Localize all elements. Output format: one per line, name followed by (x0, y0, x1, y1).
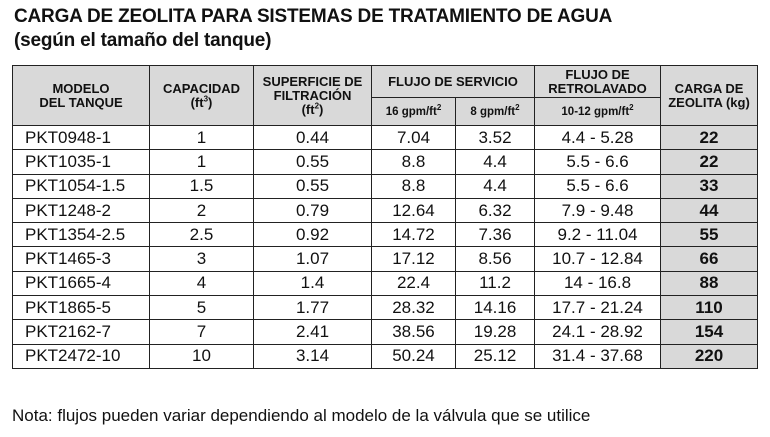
cell-carga: 55 (660, 222, 759, 248)
header-modelo: MODELO DEL TANQUE (12, 65, 150, 126)
cell-retrolavado: 5.5 - 6.6 (534, 173, 662, 199)
table-row: PKT1035-1 1 0.55 8.8 4.4 5.5 - 6.6 22 (12, 149, 759, 175)
cell-superficie: 1.07 (253, 246, 372, 272)
cell-capacidad: 10 (149, 343, 254, 369)
footnote: Nota: flujos pueden variar dependiendo a… (12, 406, 591, 425)
cell-retrolavado: 5.5 - 6.6 (534, 149, 662, 175)
cell-carga: 66 (660, 246, 759, 272)
cell-servicio-16: 7.04 (371, 124, 456, 151)
cell-capacidad: 1 (149, 149, 254, 175)
cell-servicio-8: 7.36 (454, 222, 536, 248)
cell-servicio-16: 38.56 (371, 319, 456, 345)
cell-carga: 22 (660, 124, 759, 151)
cell-modelo: PKT1354-2.5 (12, 222, 150, 248)
cell-modelo: PKT0948-1 (12, 124, 150, 151)
cell-servicio-8: 14.16 (454, 295, 536, 321)
header-servicio-8: 8 gpm/ft2 (454, 97, 536, 126)
cell-retrolavado: 10.7 - 12.84 (534, 246, 662, 272)
cell-servicio-16: 28.32 (371, 295, 456, 321)
table-row: PKT0948-1 1 0.44 7.04 3.52 4.4 - 5.28 22 (12, 124, 759, 151)
cell-servicio-8: 25.12 (454, 343, 536, 369)
cell-servicio-16: 50.24 (371, 343, 456, 369)
cell-servicio-16: 12.64 (371, 197, 456, 224)
cell-servicio-16: 8.8 (371, 173, 456, 199)
cell-carga: 44 (660, 197, 759, 224)
cell-carga: 22 (660, 149, 759, 175)
cell-superficie: 0.55 (253, 149, 372, 175)
cell-carga: 33 (660, 173, 759, 199)
cell-capacidad: 2.5 (149, 222, 254, 248)
cell-capacidad: 1.5 (149, 173, 254, 199)
cell-carga: 110 (660, 295, 759, 321)
table-row: PKT1865-5 5 1.77 28.32 14.16 17.7 - 21.2… (12, 295, 759, 321)
cell-servicio-8: 3.52 (454, 124, 536, 151)
cell-servicio-8: 19.28 (454, 319, 536, 345)
header-superficie: SUPERFICIE DE FILTRACIÓN (ft2) (253, 65, 372, 126)
cell-carga: 88 (660, 270, 759, 297)
cell-retrolavado: 7.9 - 9.48 (534, 197, 662, 224)
cell-modelo: PKT1054-1.5 (12, 173, 150, 199)
cell-modelo: PKT1248-2 (12, 197, 150, 224)
cell-superficie: 1.4 (253, 270, 372, 297)
cell-superficie: 0.92 (253, 222, 372, 248)
cell-superficie: 0.79 (253, 197, 372, 224)
cell-capacidad: 4 (149, 270, 254, 297)
table-row: PKT1054-1.5 1.5 0.55 8.8 4.4 5.5 - 6.6 3… (12, 173, 759, 199)
cell-modelo: PKT1865-5 (12, 295, 150, 321)
cell-servicio-16: 17.12 (371, 246, 456, 272)
cell-servicio-16: 14.72 (371, 222, 456, 248)
cell-servicio-16: 22.4 (371, 270, 456, 297)
cell-servicio-8: 11.2 (454, 270, 536, 297)
page-title: CARGA DE ZEOLITA PARA SISTEMAS DE TRATAM… (14, 6, 613, 27)
header-carga: CARGA DE ZEOLITA (kg) (660, 65, 759, 126)
cell-retrolavado: 17.7 - 21.24 (534, 295, 662, 321)
cell-modelo: PKT2162-7 (12, 319, 150, 345)
cell-superficie: 0.55 (253, 173, 372, 199)
cell-servicio-8: 6.32 (454, 197, 536, 224)
header-retrolavado: FLUJO DE RETROLAVADO (534, 65, 662, 98)
zeolite-table: MODELO DEL TANQUE CAPACIDAD (ft3) SUPERF… (12, 65, 759, 369)
header-flujo-servicio: FLUJO DE SERVICIO (370, 65, 536, 98)
header-retro-sub: 10-12 gpm/ft2 (534, 97, 662, 126)
cell-capacidad: 1 (149, 124, 254, 151)
page-subtitle: (según el tamaño del tanque) (14, 30, 272, 51)
cell-servicio-8: 4.4 (454, 173, 536, 199)
cell-modelo: PKT1035-1 (12, 149, 150, 175)
cell-servicio-8: 4.4 (454, 149, 536, 175)
cell-retrolavado: 31.4 - 37.68 (534, 343, 662, 369)
cell-servicio-16: 8.8 (371, 149, 456, 175)
table-row: PKT1665-4 4 1.4 22.4 11.2 14 - 16.8 88 (12, 270, 759, 297)
cell-modelo: PKT2472-10 (12, 343, 150, 369)
cell-retrolavado: 24.1 - 28.92 (534, 319, 662, 345)
table-row: PKT1248-2 2 0.79 12.64 6.32 7.9 - 9.48 4… (12, 197, 759, 224)
cell-modelo: PKT1465-3 (12, 246, 150, 272)
cell-servicio-8: 8.56 (454, 246, 536, 272)
table-row: PKT2162-7 7 2.41 38.56 19.28 24.1 - 28.9… (12, 319, 759, 345)
cell-capacidad: 3 (149, 246, 254, 272)
cell-capacidad: 5 (149, 295, 254, 321)
cell-carga: 220 (660, 343, 759, 369)
cell-retrolavado: 4.4 - 5.28 (534, 124, 662, 151)
cell-superficie: 2.41 (253, 319, 372, 345)
header-servicio-16: 16 gpm/ft2 (371, 97, 456, 126)
table-row: PKT1465-3 3 1.07 17.12 8.56 10.7 - 12.84… (12, 246, 759, 272)
cell-carga: 154 (660, 319, 759, 345)
cell-capacidad: 7 (149, 319, 254, 345)
cell-modelo: PKT1665-4 (12, 270, 150, 297)
table-row: PKT1354-2.5 2.5 0.92 14.72 7.36 9.2 - 11… (12, 222, 759, 248)
table-row: PKT2472-10 10 3.14 50.24 25.12 31.4 - 37… (12, 343, 759, 369)
cell-retrolavado: 14 - 16.8 (534, 270, 662, 297)
cell-retrolavado: 9.2 - 11.04 (534, 222, 662, 248)
cell-superficie: 0.44 (253, 124, 372, 151)
header-capacidad: CAPACIDAD (ft3) (149, 65, 254, 126)
cell-superficie: 1.77 (253, 295, 372, 321)
cell-superficie: 3.14 (253, 343, 372, 369)
cell-capacidad: 2 (149, 197, 254, 224)
